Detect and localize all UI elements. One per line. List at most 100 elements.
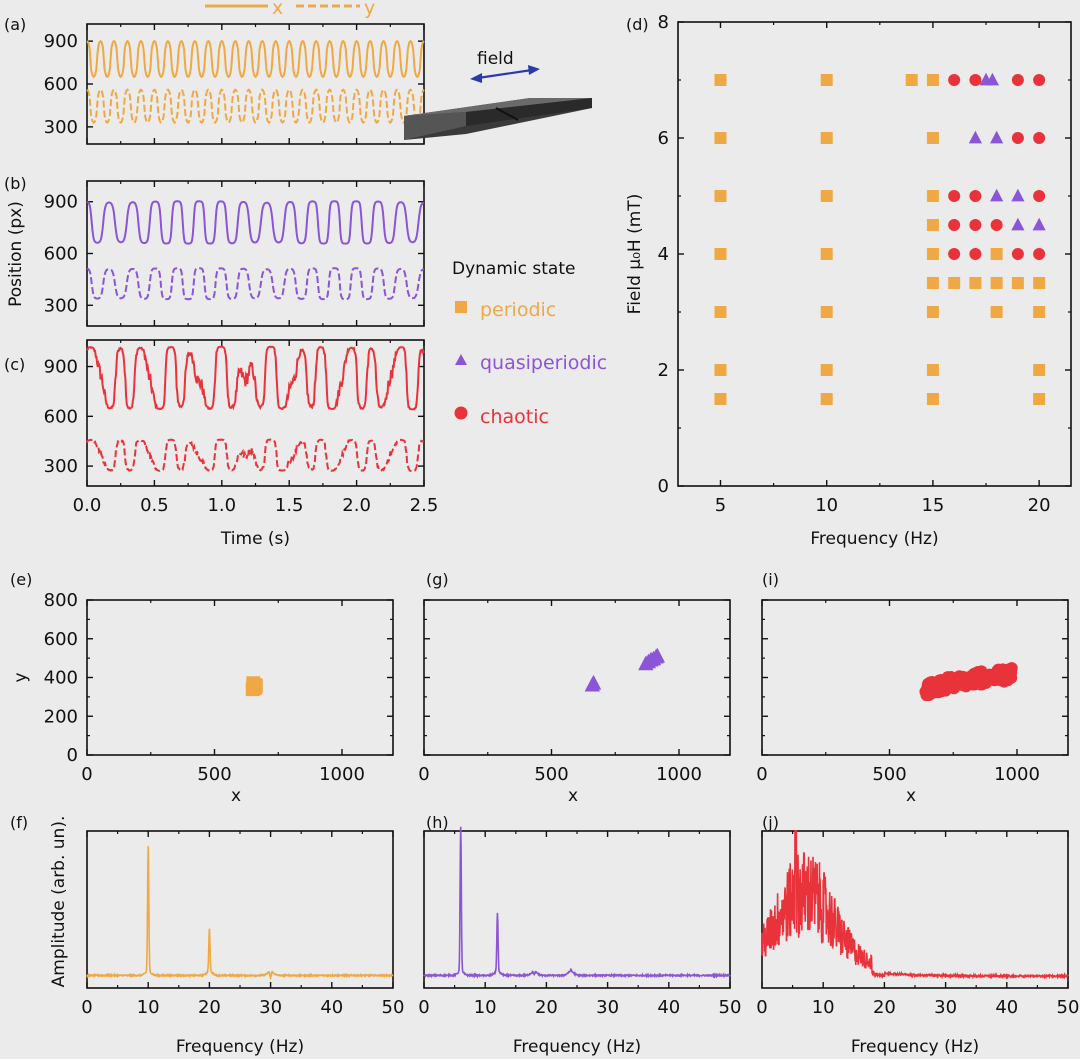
x-tick-label: 20 bbox=[535, 997, 558, 1018]
y-tick-label: 600 bbox=[44, 629, 78, 650]
spectrum-line bbox=[761, 830, 1069, 980]
panel-f: 0 10 20 30 40 50 (f) Frequency (Hz) Amplitude (a… bbox=[10, 813, 404, 1057]
plot-frame bbox=[677, 21, 1072, 487]
spectrum-line bbox=[86, 846, 394, 981]
panel-label: (e) bbox=[10, 570, 32, 589]
marker-square bbox=[1033, 277, 1046, 289]
marker-square bbox=[905, 74, 918, 86]
marker-square bbox=[714, 364, 727, 376]
position-ylabel-group: Position (px) bbox=[6, 201, 26, 307]
x-tick-label: 0.0 bbox=[73, 495, 102, 516]
y-tick-label: 8 bbox=[658, 12, 669, 33]
plot-frame bbox=[86, 180, 425, 327]
y-tick-label: 600 bbox=[44, 74, 78, 95]
marker-square bbox=[990, 306, 1003, 318]
y-tick-label: 400 bbox=[44, 668, 78, 689]
x-axis-label: Frequency (Hz) bbox=[810, 529, 938, 549]
y-tick-label: 600 bbox=[44, 406, 78, 427]
marker-square bbox=[714, 306, 727, 318]
marker-square bbox=[926, 190, 939, 202]
series-line-x bbox=[86, 345, 425, 411]
marker-square bbox=[926, 364, 939, 376]
y-tick-label: 900 bbox=[44, 192, 78, 213]
y-axis-label: Position (px) bbox=[6, 201, 26, 307]
marker-square bbox=[990, 277, 1003, 289]
x-tick-label: 20 bbox=[873, 997, 896, 1018]
x-axis-label: Frequency (Hz) bbox=[513, 1037, 641, 1057]
x-tick-label: 500 bbox=[197, 764, 231, 785]
plot-frame bbox=[423, 599, 731, 756]
panel-b: 300 600 900 (b) bbox=[4, 174, 425, 327]
marker-circle bbox=[975, 676, 988, 689]
marker-circle bbox=[920, 689, 933, 702]
x-tick-label: 30 bbox=[596, 997, 619, 1018]
y-axis-label: Amplitude (arb. un). bbox=[49, 816, 69, 988]
marker-triangle bbox=[585, 674, 602, 690]
panel-e: 0 500 1000 0 200 400 600 800 (e) x y bbox=[10, 570, 394, 806]
marker-circle bbox=[969, 219, 982, 231]
marker-triangle bbox=[990, 130, 1004, 144]
y-tick-label: 4 bbox=[658, 244, 669, 265]
x-tick-label: 50 bbox=[382, 997, 405, 1018]
x-tick-label: 10 bbox=[474, 997, 497, 1018]
marker-square bbox=[820, 190, 833, 202]
y-tick-label: 900 bbox=[44, 31, 78, 52]
panel-label: (d) bbox=[626, 15, 649, 34]
panel-g: 0 500 1000 (g) x bbox=[418, 570, 731, 806]
x-axis-label: Time (s) bbox=[220, 529, 290, 549]
panel-label: (a) bbox=[4, 15, 26, 34]
x-axis-label: x bbox=[568, 786, 578, 806]
y-tick-label: 300 bbox=[44, 117, 78, 138]
y-tick-label: 800 bbox=[44, 590, 78, 611]
x-axis-label: x bbox=[906, 786, 916, 806]
plot-frame bbox=[86, 23, 425, 145]
panel-i: 0 500 1000 (i) x bbox=[756, 570, 1069, 806]
x-tick-label: 500 bbox=[872, 764, 906, 785]
marker-circle bbox=[948, 190, 961, 202]
y-tick-label: 0 bbox=[658, 476, 669, 497]
y-tick-label: 300 bbox=[44, 456, 78, 477]
spectrum-line bbox=[423, 826, 731, 979]
x-tick-label: 10 bbox=[815, 495, 838, 516]
x-axis-label: Frequency (Hz) bbox=[176, 1037, 304, 1057]
x-tick-label: 2.5 bbox=[410, 495, 439, 516]
x-axis-label: x bbox=[231, 786, 241, 806]
marker-circle bbox=[1011, 248, 1024, 260]
x-tick-label: 0 bbox=[756, 764, 767, 785]
marker-square bbox=[926, 277, 939, 289]
x-tick-label: 40 bbox=[995, 997, 1018, 1018]
marker-circle bbox=[948, 74, 961, 86]
marker-circle bbox=[1011, 74, 1024, 86]
panel-label: (b) bbox=[4, 174, 27, 193]
marker-circle bbox=[969, 74, 982, 86]
x-tick-label: 50 bbox=[719, 997, 742, 1018]
marker-triangle bbox=[1011, 188, 1025, 202]
marker-square bbox=[714, 190, 727, 202]
y-tick-label: 300 bbox=[44, 295, 78, 316]
marker-square bbox=[969, 277, 982, 289]
legend-chaotic-marker bbox=[454, 406, 468, 420]
x-tick-label: 2.0 bbox=[342, 495, 371, 516]
x-tick-label: 20 bbox=[1028, 495, 1051, 516]
marker-square bbox=[820, 393, 833, 405]
legend-periodic-label: periodic bbox=[480, 299, 556, 321]
series-line-x bbox=[86, 39, 425, 79]
marker-square bbox=[248, 679, 263, 694]
x-tick-label: 0.5 bbox=[140, 495, 169, 516]
legend-periodic-marker bbox=[455, 301, 467, 313]
x-tick-label: 10 bbox=[137, 997, 160, 1018]
marker-circle bbox=[1033, 248, 1046, 260]
marker-square bbox=[990, 248, 1003, 260]
marker-square bbox=[714, 74, 727, 86]
x-axis-label: Frequency (Hz) bbox=[851, 1037, 979, 1057]
panel-label: (i) bbox=[762, 570, 779, 589]
y-tick-label: 200 bbox=[44, 706, 78, 727]
y-tick-label: 2 bbox=[658, 360, 669, 381]
legend-x-label: x bbox=[272, 0, 283, 19]
marker-triangle bbox=[968, 130, 983, 144]
marker-triangle bbox=[985, 72, 999, 86]
x-tick-label: 0 bbox=[756, 997, 767, 1018]
marker-circle bbox=[948, 219, 961, 231]
